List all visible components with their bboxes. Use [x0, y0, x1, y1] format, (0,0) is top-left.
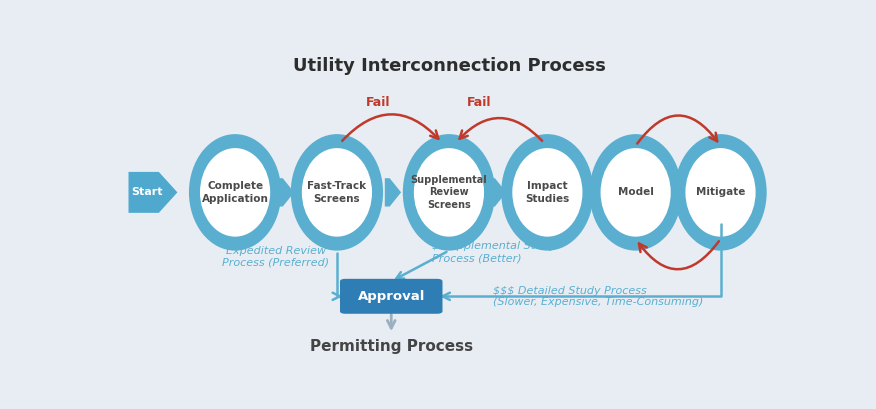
FancyArrow shape: [129, 172, 177, 213]
Text: Fail: Fail: [365, 96, 390, 109]
Ellipse shape: [601, 148, 671, 237]
Text: Supplemental
Review
Screens: Supplemental Review Screens: [411, 175, 487, 210]
Text: Utility Interconnection Process: Utility Interconnection Process: [293, 57, 605, 75]
Text: Fast-Track
Screens: Fast-Track Screens: [307, 181, 366, 204]
Text: Model: Model: [618, 187, 653, 198]
Text: Fail: Fail: [467, 96, 491, 109]
Text: $ Supplemental Study
Process (Better): $ Supplemental Study Process (Better): [432, 241, 556, 263]
Ellipse shape: [403, 134, 495, 251]
Text: Start: Start: [131, 187, 163, 198]
Ellipse shape: [291, 134, 383, 251]
FancyBboxPatch shape: [340, 279, 442, 314]
FancyArrow shape: [670, 178, 686, 207]
Ellipse shape: [685, 148, 756, 237]
Ellipse shape: [413, 148, 484, 237]
Ellipse shape: [512, 148, 583, 237]
Ellipse shape: [302, 148, 372, 237]
FancyArrow shape: [583, 178, 600, 207]
Text: Complete
Application: Complete Application: [201, 181, 269, 204]
Text: Mitigate: Mitigate: [696, 187, 745, 198]
Ellipse shape: [675, 134, 766, 251]
Ellipse shape: [200, 148, 270, 237]
Ellipse shape: [189, 134, 281, 251]
Ellipse shape: [501, 134, 594, 251]
FancyArrow shape: [278, 178, 294, 207]
Text: $$$ Detailed Study Process
(Slower, Expensive, Time-Consuming): $$$ Detailed Study Process (Slower, Expe…: [493, 285, 703, 307]
Text: Approval: Approval: [357, 290, 425, 303]
Text: Impact
Studies: Impact Studies: [526, 181, 569, 204]
FancyArrow shape: [385, 178, 401, 207]
Ellipse shape: [590, 134, 682, 251]
Text: Permitting Process: Permitting Process: [310, 339, 473, 354]
FancyArrow shape: [490, 178, 506, 207]
Text: Expedited Review
Process (Preferred): Expedited Review Process (Preferred): [223, 246, 329, 268]
